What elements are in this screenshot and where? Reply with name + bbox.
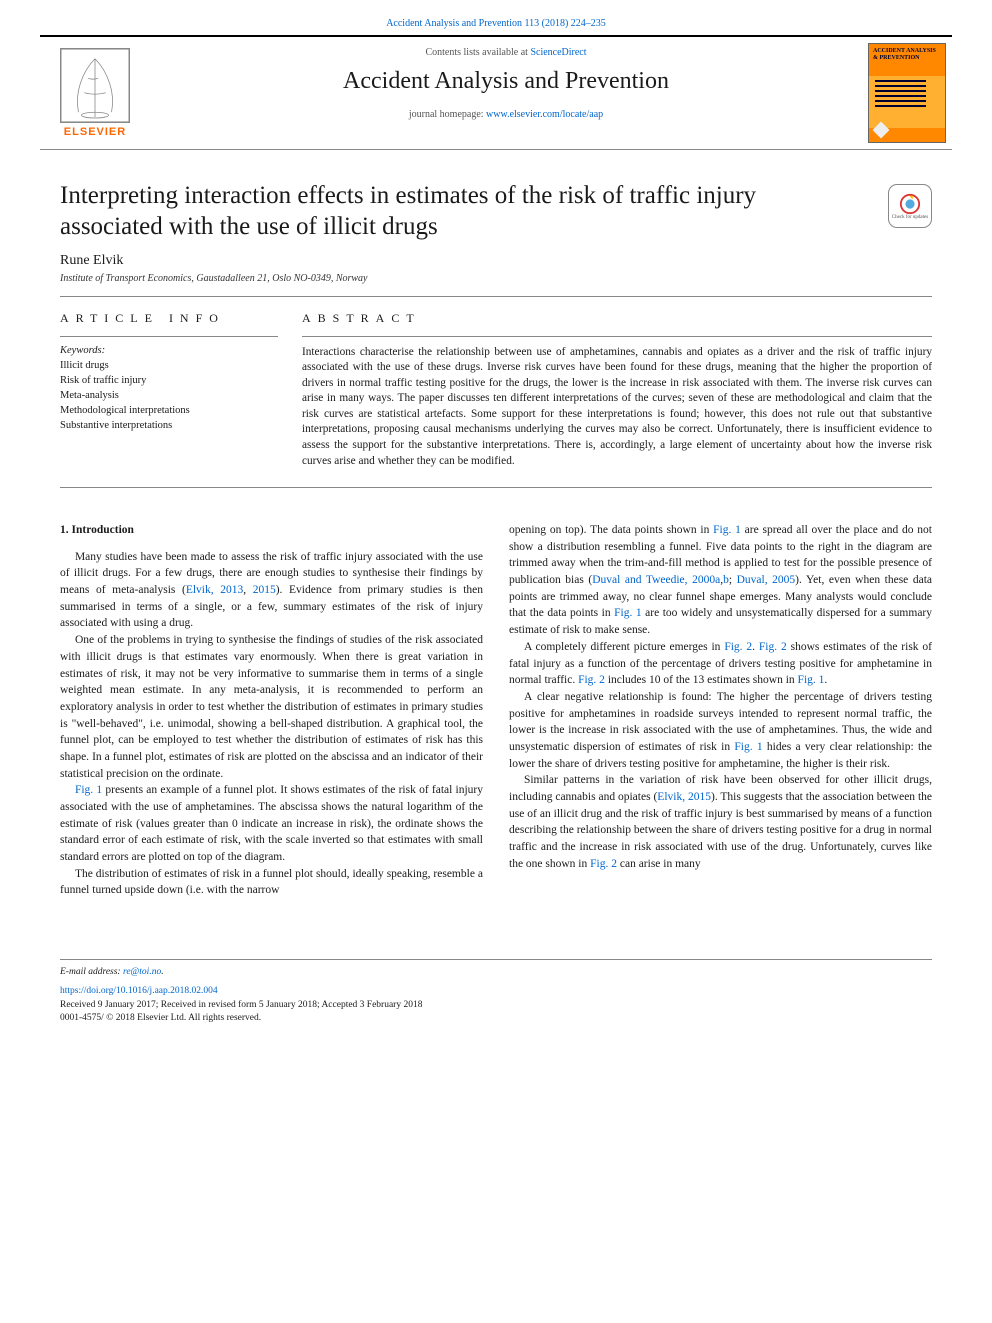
citation-link[interactable]: 2015 (253, 584, 276, 596)
sciencedirect-link[interactable]: ScienceDirect (530, 47, 586, 58)
check-updates-badge[interactable]: Check for updates (888, 184, 932, 228)
journal-name: Accident Analysis and Prevention (150, 68, 862, 95)
author-name: Rune Elvik (60, 253, 932, 269)
citation-link[interactable]: Elvik, 2013 (186, 584, 243, 596)
crossmark-icon (899, 193, 921, 215)
paragraph: Similar patterns in the variation of ris… (509, 772, 932, 872)
check-updates-label: Check for updates (892, 215, 928, 220)
journal-header: ELSEVIER Contents lists available at Sci… (40, 35, 952, 150)
homepage-prefix: journal homepage: (409, 109, 486, 120)
paragraph: The distribution of estimates of risk in… (60, 866, 483, 899)
article-title: Interpreting interaction effects in esti… (60, 180, 801, 243)
keyword: Substantive interpretations (60, 418, 278, 433)
citation-link[interactable]: Duval and Tweedie, 2000a (592, 574, 720, 586)
paragraph: Many studies have been made to assess th… (60, 549, 483, 632)
received-line: Received 9 January 2017; Received in rev… (60, 999, 932, 1012)
header-citation: Accident Analysis and Prevention 113 (20… (0, 0, 992, 35)
paragraph: opening on top). The data points shown i… (509, 522, 932, 639)
abstract-head: ABSTRACT (302, 311, 932, 326)
figure-link[interactable]: Fig. 1 (713, 524, 741, 536)
article-info-block: ARTICLE INFO Keywords: Illicit drugs Ris… (60, 297, 290, 488)
issn-line: 0001-4575/ © 2018 Elsevier Ltd. All righ… (60, 1012, 932, 1025)
section-head: 1. Introduction (60, 522, 483, 539)
email-label: E-mail address: (60, 967, 123, 977)
author-affiliation: Institute of Transport Economics, Gausta… (60, 273, 932, 284)
elsevier-tree-icon (60, 48, 130, 123)
homepage-line: journal homepage: www.elsevier.com/locat… (150, 109, 862, 120)
email-link[interactable]: re@toi.no (123, 967, 161, 977)
abstract-block: ABSTRACT Interactions characterise the r… (290, 297, 932, 488)
abstract-body: Interactions characterise the relationsh… (302, 345, 932, 470)
figure-link[interactable]: Fig. 1 (798, 674, 825, 686)
figure-link[interactable]: Fig. 1 (75, 784, 102, 796)
figure-link[interactable]: Fig. 1 (614, 607, 642, 619)
journal-cover: ACCIDENT ANALYSIS & PREVENTION (862, 37, 952, 149)
figure-link[interactable]: Fig. 1 (734, 741, 762, 753)
header-center: Contents lists available at ScienceDirec… (150, 37, 862, 149)
body-column-right: opening on top). The data points shown i… (509, 522, 932, 899)
figure-link[interactable]: Fig. 2 (724, 641, 752, 653)
paragraph: A clear negative relationship is found: … (509, 689, 932, 772)
paragraph: Fig. 1 presents an example of a funnel p… (60, 782, 483, 865)
publisher-name: ELSEVIER (64, 126, 126, 138)
article-info-head: ARTICLE INFO (60, 311, 278, 326)
keyword: Illicit drugs (60, 358, 278, 373)
keyword: Methodological interpretations (60, 403, 278, 418)
keywords-head: Keywords: (60, 345, 278, 356)
publisher-logo-block: ELSEVIER (40, 37, 150, 149)
figure-link[interactable]: Fig. 2 (578, 674, 605, 686)
footer: E-mail address: re@toi.no. https://doi.o… (60, 959, 932, 1025)
citation-link[interactable]: Duval, 2005 (737, 574, 796, 586)
paragraph: A completely different picture emerges i… (509, 639, 932, 689)
citation-link[interactable]: Elvik, 2015 (657, 791, 711, 803)
doi-link[interactable]: https://doi.org/10.1016/j.aap.2018.02.00… (60, 986, 218, 996)
contents-line: Contents lists available at ScienceDirec… (150, 47, 862, 58)
cover-title: ACCIDENT ANALYSIS & PREVENTION (873, 48, 941, 61)
keyword: Meta-analysis (60, 388, 278, 403)
header-citation-link[interactable]: Accident Analysis and Prevention 113 (20… (386, 18, 606, 29)
homepage-link[interactable]: www.elsevier.com/locate/aap (486, 109, 603, 120)
body-column-left: 1. Introduction Many studies have been m… (60, 522, 483, 899)
keyword: Risk of traffic injury (60, 373, 278, 388)
figure-link[interactable]: Fig. 2 (759, 641, 787, 653)
contents-prefix: Contents lists available at (425, 47, 530, 58)
figure-link[interactable]: Fig. 2 (590, 858, 617, 870)
paragraph: One of the problems in trying to synthes… (60, 632, 483, 782)
journal-cover-thumb: ACCIDENT ANALYSIS & PREVENTION (868, 43, 946, 143)
